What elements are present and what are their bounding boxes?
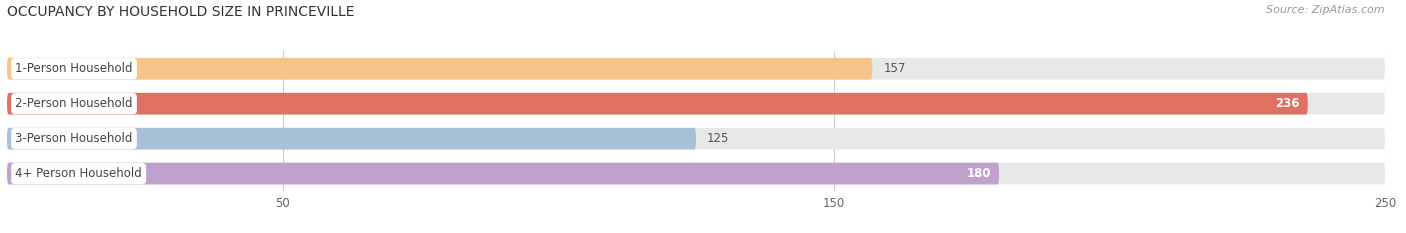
Text: Source: ZipAtlas.com: Source: ZipAtlas.com	[1267, 5, 1385, 15]
Text: 125: 125	[707, 132, 730, 145]
FancyBboxPatch shape	[7, 58, 872, 80]
Text: 1-Person Household: 1-Person Household	[15, 62, 132, 75]
Text: 236: 236	[1275, 97, 1299, 110]
FancyBboxPatch shape	[7, 163, 1385, 185]
FancyBboxPatch shape	[7, 163, 1000, 185]
Text: 157: 157	[883, 62, 905, 75]
Text: 180: 180	[966, 167, 991, 180]
Text: OCCUPANCY BY HOUSEHOLD SIZE IN PRINCEVILLE: OCCUPANCY BY HOUSEHOLD SIZE IN PRINCEVIL…	[7, 5, 354, 19]
FancyBboxPatch shape	[7, 93, 1385, 115]
FancyBboxPatch shape	[7, 58, 1385, 80]
FancyBboxPatch shape	[7, 93, 1308, 115]
FancyBboxPatch shape	[7, 128, 1385, 150]
Text: 2-Person Household: 2-Person Household	[15, 97, 132, 110]
Text: 4+ Person Household: 4+ Person Household	[15, 167, 142, 180]
FancyBboxPatch shape	[7, 128, 696, 150]
Text: 3-Person Household: 3-Person Household	[15, 132, 132, 145]
